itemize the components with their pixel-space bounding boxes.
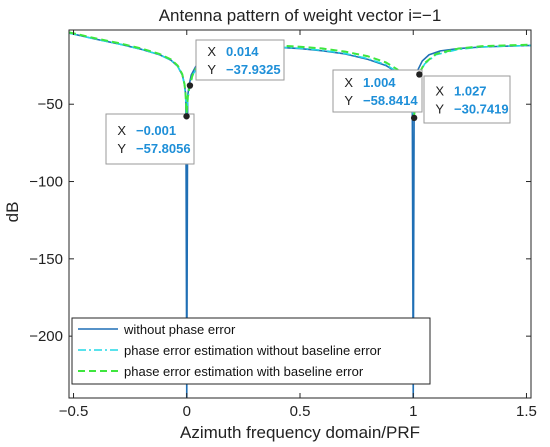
datatip-box [105, 113, 195, 165]
datatip-marker [416, 71, 423, 78]
datatip: X 0.014 Y −37.9325 [186, 39, 285, 89]
datatip-x-value: 0.014 [226, 44, 259, 59]
y-tick-label: −200 [29, 328, 63, 345]
datatip-marker [410, 114, 418, 122]
chart-title: Antenna pattern of weight vector i=−1 [159, 6, 442, 25]
y-tick-label: −50 [38, 96, 63, 113]
datatip-y-value: −58.8414 [363, 93, 418, 108]
datatip-marker [183, 113, 190, 120]
datatip-y-value: −30.7419 [454, 102, 509, 117]
datatip-y-key: Y [117, 141, 126, 156]
x-tick-label: 0.5 [290, 403, 311, 420]
datatip-marker [186, 82, 194, 89]
axes: −0.5 0 0.5 1 1.5 −50 −100 −150 −200 [29, 29, 537, 420]
datatip-box [332, 69, 423, 113]
x-tick-label: 0 [183, 403, 191, 420]
y-tick-label: −100 [29, 174, 63, 191]
legend-label: phase error estimation with baseline err… [124, 364, 364, 379]
datatip-y-value: −57.8056 [136, 141, 191, 156]
x-tick-label: 1.5 [516, 403, 537, 420]
legend: without phase error phase error estimatio… [71, 317, 431, 385]
legend-box [71, 317, 431, 385]
y-tick-label: −150 [29, 251, 63, 268]
y-axis-label: dB [3, 202, 22, 223]
datatip: X 1.004 Y −58.8414 [332, 69, 423, 122]
datatip-x-key: X [207, 44, 216, 59]
datatip-x-key: X [435, 84, 444, 99]
datatip-box [195, 39, 285, 81]
datatip-x-value: −0.001 [136, 123, 176, 138]
datatip-x-key: X [344, 75, 353, 90]
datatip-y-key: Y [207, 62, 216, 77]
x-axis-label: Azimuth frequency domain/PRF [180, 423, 420, 442]
datatip: X 1.027 Y −30.7419 [416, 71, 511, 124]
datatips: X −0.001 Y −57.8056 X 0.014 Y −37.9325 X 1.004 Y −5… [105, 39, 511, 165]
x-tick-label: 1 [409, 403, 417, 420]
datatip-x-key: X [117, 123, 126, 138]
datatip: X −0.001 Y −57.8056 [105, 113, 195, 165]
datatip-y-key: Y [435, 102, 444, 117]
datatip-x-value: 1.027 [454, 84, 487, 99]
legend-label: phase error estimation without baseline … [124, 343, 382, 358]
datatip-y-key: Y [344, 93, 353, 108]
datatip-y-value: −37.9325 [226, 62, 281, 77]
x-tick-label: −0.5 [59, 403, 89, 420]
datatip-box [423, 75, 511, 124]
datatip-x-value: 1.004 [363, 75, 396, 90]
legend-label: without phase error [123, 322, 236, 337]
